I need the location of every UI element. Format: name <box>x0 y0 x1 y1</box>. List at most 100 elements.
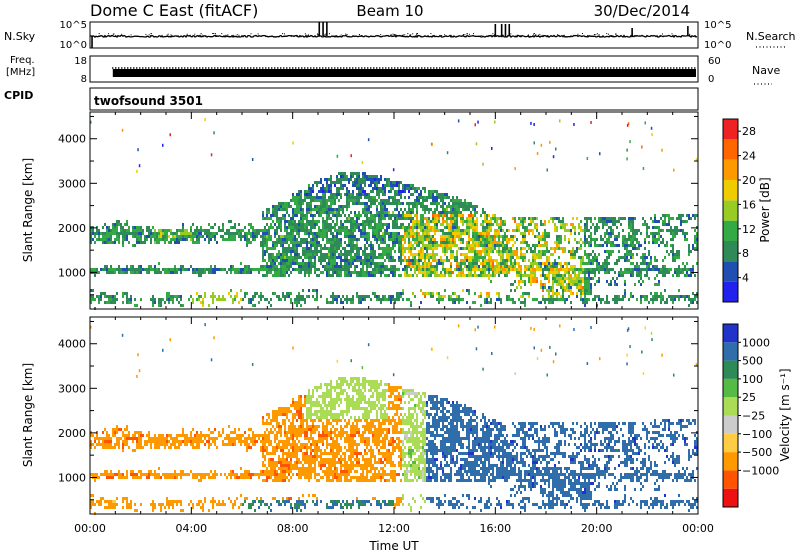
power-cell <box>430 244 432 247</box>
power-cell <box>336 241 338 244</box>
power-cell <box>596 229 598 232</box>
power-cell <box>310 193 312 196</box>
power-cell <box>344 247 346 250</box>
power-cell <box>222 295 224 298</box>
power-cell <box>298 190 300 193</box>
power-cell <box>540 268 542 271</box>
power-cell <box>296 256 298 259</box>
power-cell <box>422 241 424 244</box>
power-cell <box>340 250 342 253</box>
power-cell <box>352 262 354 265</box>
power-cell <box>428 229 430 232</box>
power-cell <box>540 235 542 238</box>
power-cell <box>322 205 324 208</box>
power-cell <box>234 298 236 301</box>
noise-search-dot <box>392 35 394 37</box>
power-cell <box>356 274 358 277</box>
power-cell <box>366 211 368 214</box>
power-cell <box>586 301 588 304</box>
power-cell <box>180 235 182 238</box>
power-cell <box>462 223 464 226</box>
power-cell <box>582 280 584 283</box>
power-cell <box>394 232 396 235</box>
power-cell <box>640 274 642 277</box>
power-cell <box>472 205 474 208</box>
power-cell <box>274 271 276 274</box>
power-cell <box>298 268 300 271</box>
power-cell <box>494 220 496 223</box>
power-cell <box>286 238 288 241</box>
power-cell <box>370 274 372 277</box>
power-cell <box>472 244 474 247</box>
power-cell <box>188 268 190 271</box>
power-cell <box>420 217 422 220</box>
power-cell <box>630 241 632 244</box>
power-cell <box>324 253 326 256</box>
power-cell <box>322 196 324 199</box>
power-cell <box>330 256 332 259</box>
power-cell <box>154 301 156 304</box>
power-cell <box>500 223 502 226</box>
power-cell <box>604 268 606 271</box>
power-cell <box>162 232 164 235</box>
power-cell <box>106 301 108 304</box>
power-cell <box>160 238 162 241</box>
power-cell <box>642 262 644 265</box>
power-cell <box>256 292 258 295</box>
power-cell <box>458 205 460 208</box>
power-cell <box>342 211 344 214</box>
power-cell <box>356 241 358 244</box>
power-cell <box>304 196 306 199</box>
power-cell <box>524 304 526 307</box>
power-cell <box>296 262 298 265</box>
power-cell <box>232 298 234 301</box>
power-cell <box>426 226 428 229</box>
power-cell <box>646 298 648 301</box>
power-cell <box>320 196 322 199</box>
power-cell <box>494 214 496 217</box>
power-cell <box>280 259 282 262</box>
power-cell <box>318 232 320 235</box>
power-cell <box>480 256 482 259</box>
power-cell <box>632 247 634 250</box>
power-cell <box>336 274 338 277</box>
power-cell <box>550 217 552 220</box>
power-cell <box>548 277 550 280</box>
power-cell <box>380 190 382 193</box>
power-cell <box>330 205 332 208</box>
power-cell <box>484 253 486 256</box>
power-cell <box>234 223 236 226</box>
power-cell <box>534 268 536 271</box>
power-cell <box>398 181 400 184</box>
power-cell <box>290 265 292 268</box>
power-cell <box>172 301 174 304</box>
power-cell <box>352 235 354 238</box>
power-cell <box>536 217 538 220</box>
power-cell <box>394 271 396 274</box>
power-cell <box>472 232 474 235</box>
power-cell <box>372 229 374 232</box>
power-cell <box>326 235 328 238</box>
power-cell <box>604 223 606 226</box>
power-cell <box>542 244 544 247</box>
power-cell <box>302 268 304 271</box>
power-cell <box>378 271 380 274</box>
noise-search-dot <box>461 35 463 37</box>
power-cell <box>468 247 470 250</box>
power-cell <box>618 244 620 247</box>
power-cell <box>454 232 456 235</box>
power-cell <box>388 268 390 271</box>
power-cell <box>312 295 314 298</box>
power-cell <box>464 229 466 232</box>
power-cell <box>310 241 312 244</box>
power-cell <box>584 262 586 265</box>
power-cell <box>306 256 308 259</box>
power-cell <box>542 274 544 277</box>
power-cell <box>502 253 504 256</box>
power-cell <box>304 271 306 274</box>
power-cell <box>394 238 396 241</box>
power-cell <box>338 187 340 190</box>
power-cell <box>322 259 324 262</box>
power-cell <box>200 229 202 232</box>
power-cell <box>420 226 422 229</box>
